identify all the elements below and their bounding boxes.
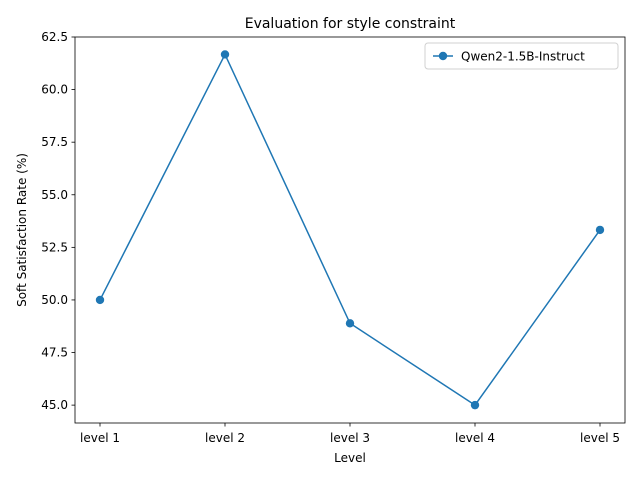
y-axis-label: Soft Satisfaction Rate (%) [15, 153, 29, 307]
legend-box [424, 42, 619, 70]
y-tick-label: 50.0 [41, 293, 68, 307]
y-tick-label: 62.5 [41, 30, 68, 44]
data-point [95, 295, 105, 305]
data-point [470, 400, 480, 410]
data-point [595, 225, 605, 235]
y-tick-label: 45.0 [41, 398, 68, 412]
plot-frame [74, 36, 626, 424]
x-tick-label: level 3 [330, 431, 370, 445]
y-tick-label: 55.0 [41, 188, 68, 202]
y-tick-label: 52.5 [41, 240, 68, 254]
y-tick-label: 47.5 [41, 346, 68, 360]
data-point [345, 319, 355, 328]
chart-title: Evaluation for style constraint [245, 16, 456, 32]
legend-label: Qwen2-1.5B-Instruct [461, 50, 585, 64]
plot-area: 45.0 47.5 50.0 52.5 55.0 57.5 60.0 62.5 level 1 l… [41, 30, 626, 445]
y-tick-label: 57.5 [41, 135, 68, 149]
data-point [220, 50, 230, 59]
x-tick-label: level 2 [205, 431, 245, 445]
series-line [99, 52, 601, 407]
x-tick-label: level 1 [80, 431, 120, 445]
x-axis-label: Level [334, 451, 366, 465]
x-tick-label: level 4 [455, 431, 495, 445]
x-tick-label: level 5 [580, 431, 620, 445]
legend-marker [438, 51, 448, 61]
y-tick-label: 60.0 [41, 83, 68, 97]
